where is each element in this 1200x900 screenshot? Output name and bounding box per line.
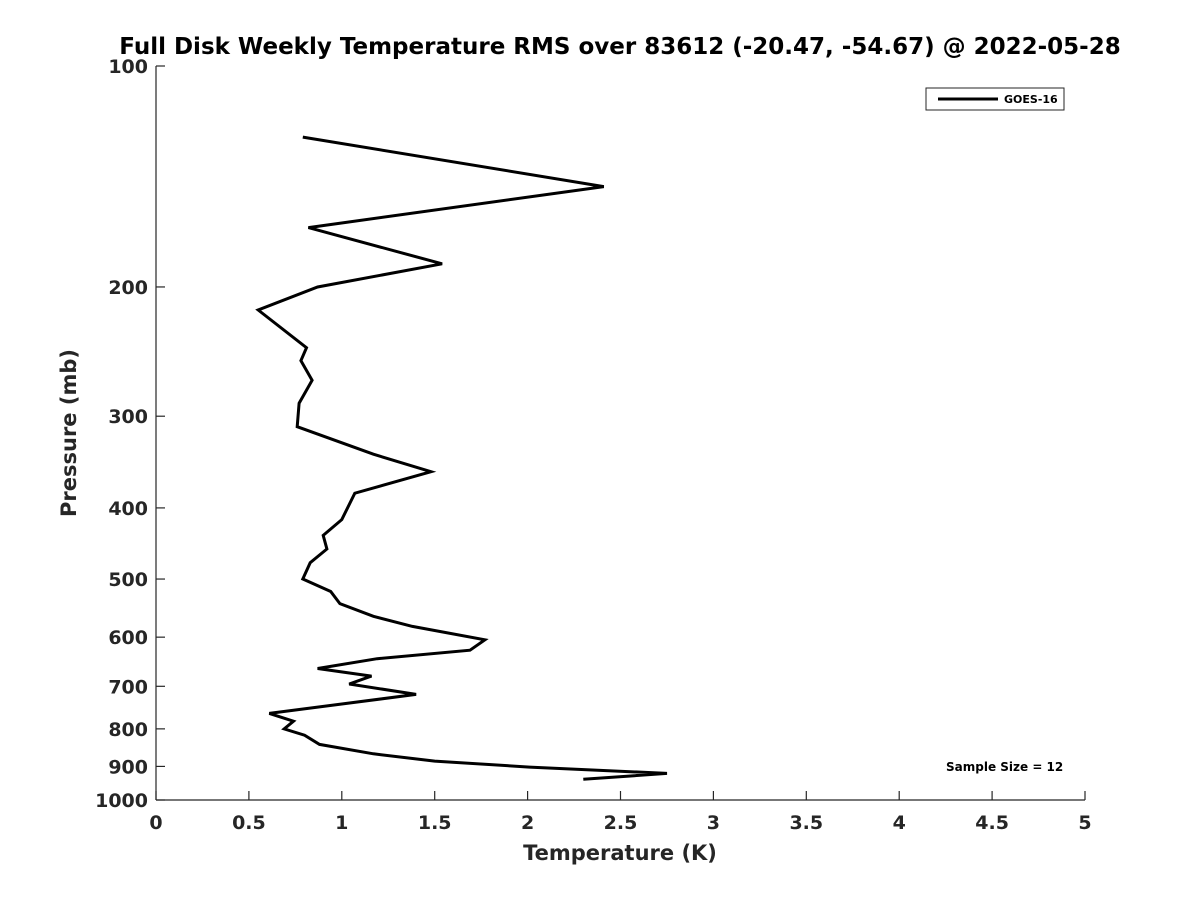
x-tick-label: 3.5 xyxy=(789,812,823,834)
y-tick-label: 100 xyxy=(108,56,148,78)
axes xyxy=(155,66,1085,801)
y-tick-label: 400 xyxy=(108,498,148,520)
y-tick-label: 900 xyxy=(108,756,148,778)
y-axis-label: Pressure (mb) xyxy=(57,349,81,517)
x-tick-label: 2.5 xyxy=(604,812,638,834)
x-tick-label: 3 xyxy=(707,812,720,834)
x-tick-label: 2 xyxy=(521,812,534,834)
chart-title: Full Disk Weekly Temperature RMS over 83… xyxy=(119,34,1121,60)
y-tick-label: 600 xyxy=(108,627,148,649)
x-tick-label: 5 xyxy=(1078,812,1091,834)
legend: GOES-16 xyxy=(925,87,1065,111)
y-ticks: 100 200 300 400 500 600 700 800 900 1000 xyxy=(95,56,165,812)
sample-size-annotation: Sample Size = 12 xyxy=(946,760,1063,774)
x-tick-label: 1 xyxy=(335,812,348,834)
series-line-goes-16 xyxy=(255,135,668,781)
y-tick-label: 300 xyxy=(108,406,148,428)
y-tick-label: 200 xyxy=(108,277,148,299)
x-tick-label: 0 xyxy=(149,812,162,834)
x-tick-label: 4 xyxy=(893,812,906,834)
legend-entry-goes-16: GOES-16 xyxy=(1004,93,1058,106)
y-tick-label: 700 xyxy=(108,676,148,698)
x-tick-label: 4.5 xyxy=(975,812,1009,834)
y-tick-label: 1000 xyxy=(95,790,148,812)
y-tick-label: 800 xyxy=(108,719,148,741)
x-tick-label: 1.5 xyxy=(418,812,452,834)
x-ticks: 0 0.5 1 1.5 2 2.5 3 3.5 4 4.5 5 xyxy=(149,791,1092,834)
y-tick-label: 500 xyxy=(108,569,148,591)
x-axis-label: Temperature (K) xyxy=(523,841,717,865)
x-tick-label: 0.5 xyxy=(232,812,266,834)
